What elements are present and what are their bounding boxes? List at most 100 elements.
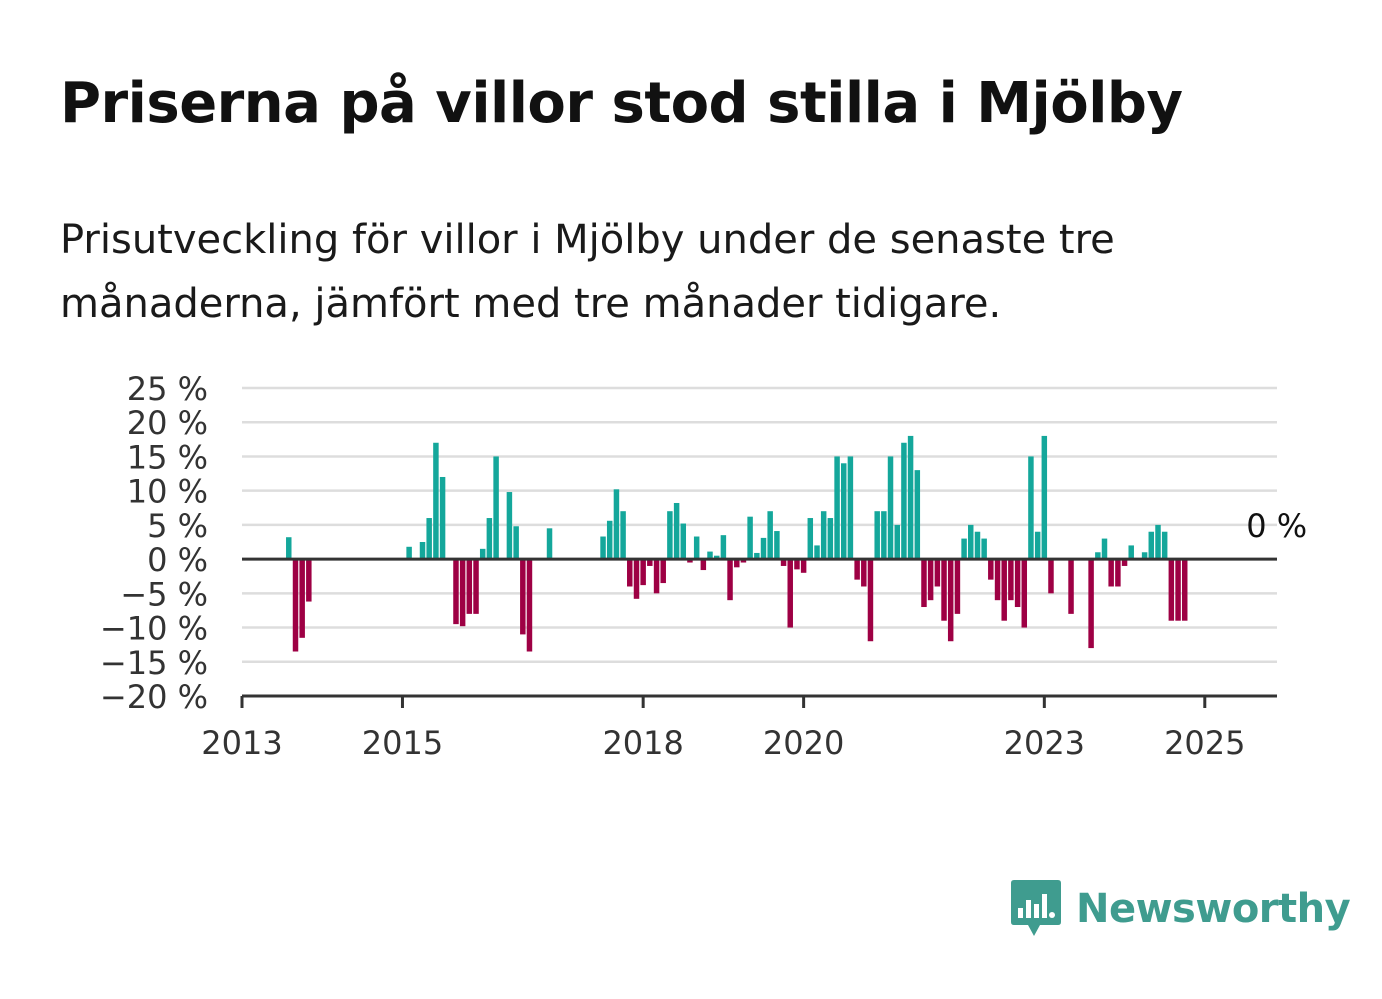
bar xyxy=(1001,559,1007,621)
bar xyxy=(854,559,860,580)
bar xyxy=(894,524,900,560)
y-tick-label: 10 % xyxy=(127,473,208,511)
bar xyxy=(1128,545,1134,560)
bar xyxy=(1101,538,1108,560)
last-value-label: 0 % xyxy=(1246,507,1307,545)
bar xyxy=(647,559,653,566)
bar xyxy=(1161,531,1168,560)
bar xyxy=(1168,559,1175,621)
bar xyxy=(486,518,493,560)
bar xyxy=(727,559,733,601)
bar xyxy=(907,435,914,560)
bar xyxy=(1014,559,1021,608)
bar xyxy=(901,442,907,560)
bar xyxy=(1175,559,1181,621)
bar xyxy=(660,559,666,584)
bar xyxy=(861,559,867,587)
bar xyxy=(994,559,1001,601)
y-tick-label: 15 % xyxy=(127,438,208,476)
bar xyxy=(947,559,954,642)
bar xyxy=(627,559,633,587)
bar xyxy=(306,559,312,602)
bar xyxy=(707,551,713,560)
grid-lines xyxy=(242,386,1277,664)
bar xyxy=(667,511,673,560)
bar xyxy=(606,520,613,560)
y-tick-label: 5 % xyxy=(147,507,208,545)
bar xyxy=(720,535,727,560)
bar xyxy=(1121,559,1128,566)
bar xyxy=(479,548,486,560)
bar xyxy=(1041,435,1048,560)
bar xyxy=(1155,524,1161,560)
x-tick-label: 2015 xyxy=(362,724,443,762)
bar xyxy=(974,531,981,560)
bar xyxy=(1021,559,1028,628)
bar xyxy=(1141,552,1148,560)
bar xyxy=(653,559,660,594)
bar xyxy=(453,559,459,625)
bar xyxy=(700,559,707,571)
bar xyxy=(807,518,814,560)
x-tick-label: 2018 xyxy=(602,724,683,762)
bar xyxy=(834,456,840,560)
bar xyxy=(847,456,854,560)
bar xyxy=(1088,559,1094,649)
bar xyxy=(459,559,466,627)
bar xyxy=(419,542,426,560)
bar xyxy=(620,511,626,560)
bar xyxy=(760,537,767,560)
bar xyxy=(961,538,967,560)
bar xyxy=(874,511,880,560)
bar xyxy=(513,526,519,560)
newsworthy-logo-icon xyxy=(1011,880,1061,936)
bar xyxy=(954,559,961,614)
bar xyxy=(633,559,640,599)
bar xyxy=(433,442,439,560)
bar-series xyxy=(286,435,1188,652)
bar xyxy=(426,518,432,560)
bar xyxy=(299,559,305,638)
bar xyxy=(827,518,834,560)
bar xyxy=(1048,559,1054,594)
bar xyxy=(1008,559,1014,601)
bar xyxy=(1028,456,1034,560)
bar xyxy=(767,511,773,560)
bar xyxy=(968,524,974,560)
bar xyxy=(881,511,887,560)
bar xyxy=(981,538,987,560)
bar xyxy=(867,559,874,642)
bar xyxy=(1115,559,1121,587)
bar xyxy=(640,559,646,586)
newsworthy-logo[interactable]: Newsworthy xyxy=(1010,878,1351,940)
bar xyxy=(493,456,499,560)
bar xyxy=(1181,559,1188,621)
bar xyxy=(286,537,292,560)
bar xyxy=(800,559,807,573)
y-tick-label: 20 % xyxy=(127,404,208,442)
brand-name: Newsworthy xyxy=(1076,886,1351,932)
bar xyxy=(1095,552,1101,560)
bar xyxy=(600,536,606,560)
bar xyxy=(406,546,412,560)
bar xyxy=(1034,531,1041,560)
y-tick-label: −10 % xyxy=(100,610,208,648)
y-tick-label: −20 % xyxy=(100,678,208,716)
bar xyxy=(747,516,753,560)
bar xyxy=(988,559,994,580)
bar xyxy=(774,531,780,560)
chart-title: Priserna på villor stod stilla i Mjölby xyxy=(60,71,1183,136)
bar xyxy=(787,559,793,628)
y-tick-label: −5 % xyxy=(120,575,208,613)
chart-subtitle: Prisutveckling för villor i Mjölby under… xyxy=(60,217,1115,327)
bar xyxy=(526,559,533,652)
x-tick-label: 2013 xyxy=(201,724,282,762)
bar xyxy=(693,536,700,560)
bar xyxy=(921,559,927,608)
bar xyxy=(820,511,827,560)
bar xyxy=(754,552,760,560)
bar xyxy=(814,545,820,560)
x-tick-label: 2025 xyxy=(1164,724,1245,762)
bar xyxy=(613,489,620,560)
